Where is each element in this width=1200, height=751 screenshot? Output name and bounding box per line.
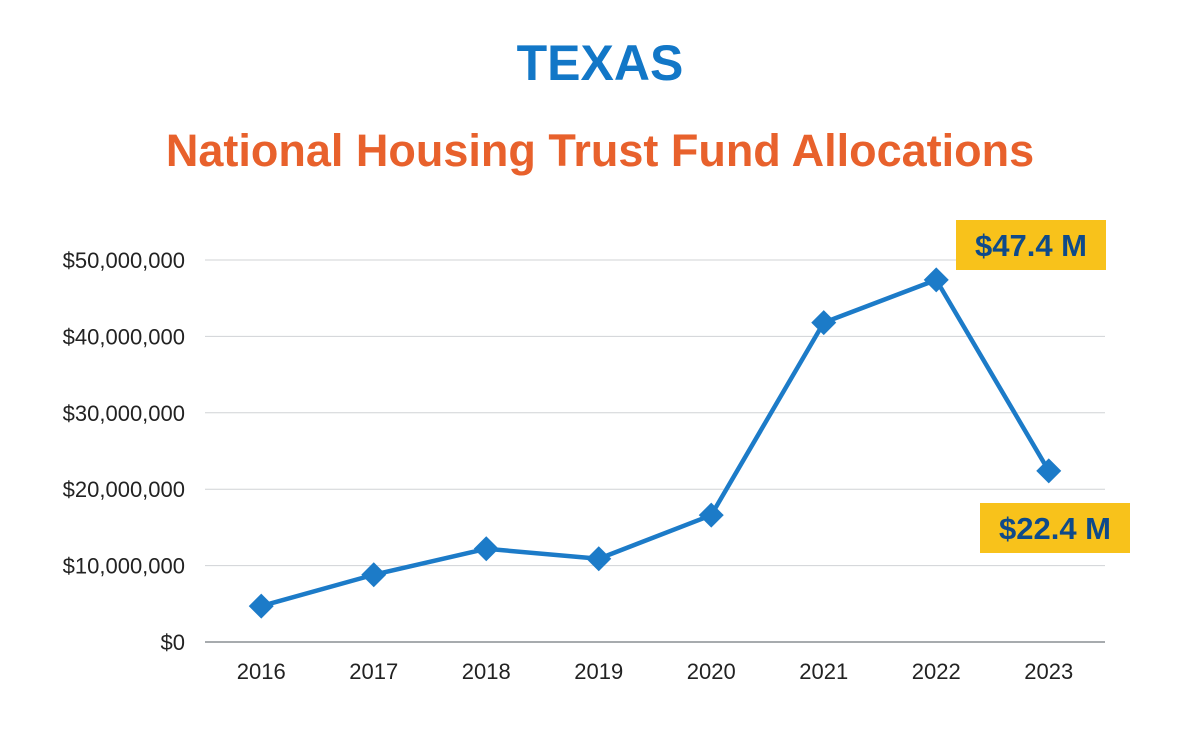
data-point-marker bbox=[361, 562, 387, 588]
data-point-marker bbox=[698, 502, 724, 528]
x-tick-label: 2018 bbox=[462, 659, 511, 684]
gridlines bbox=[205, 259, 1105, 643]
x-tick-label: 2023 bbox=[1024, 659, 1073, 684]
y-axis-tick-labels: $0 $10,000,000 $20,000,000 $30,000,000 $40,0… bbox=[63, 248, 185, 655]
annotation-label: $22.4 M bbox=[999, 511, 1111, 546]
y-tick-label: $40,000,000 bbox=[63, 324, 185, 349]
series bbox=[248, 267, 1062, 619]
annotation-box bbox=[980, 503, 1130, 553]
data-point-marker bbox=[586, 546, 612, 572]
annotation-box bbox=[956, 220, 1106, 270]
y-tick-label: $30,000,000 bbox=[63, 401, 185, 426]
data-point-marker bbox=[923, 267, 949, 293]
annotation-label: $47.4 M bbox=[975, 228, 1087, 263]
x-tick-label: 2020 bbox=[687, 659, 736, 684]
data-point-marker bbox=[248, 593, 274, 619]
data-point-marker bbox=[1036, 458, 1062, 484]
y-tick-label: $20,000,000 bbox=[63, 477, 185, 502]
y-tick-label: $10,000,000 bbox=[63, 554, 185, 579]
x-tick-label: 2021 bbox=[799, 659, 848, 684]
x-tick-label: 2022 bbox=[912, 659, 961, 684]
chart-subtitle: National Housing Trust Fund Allocations bbox=[165, 125, 1035, 176]
x-tick-label: 2019 bbox=[574, 659, 623, 684]
annotations: $47.4 M $22.4 M bbox=[956, 220, 1130, 553]
data-point-marker bbox=[473, 536, 499, 562]
chart-title: TEXAS bbox=[516, 35, 684, 91]
x-tick-label: 2017 bbox=[349, 659, 398, 684]
data-point-marker bbox=[811, 310, 837, 336]
x-tick-label: 2016 bbox=[237, 659, 286, 684]
x-axis-tick-labels: 2016 2017 2018 2019 2020 2021 2022 2023 bbox=[237, 659, 1073, 684]
y-tick-label: $0 bbox=[161, 630, 185, 655]
series-line bbox=[259, 277, 1051, 609]
y-tick-label: $50,000,000 bbox=[63, 248, 185, 273]
